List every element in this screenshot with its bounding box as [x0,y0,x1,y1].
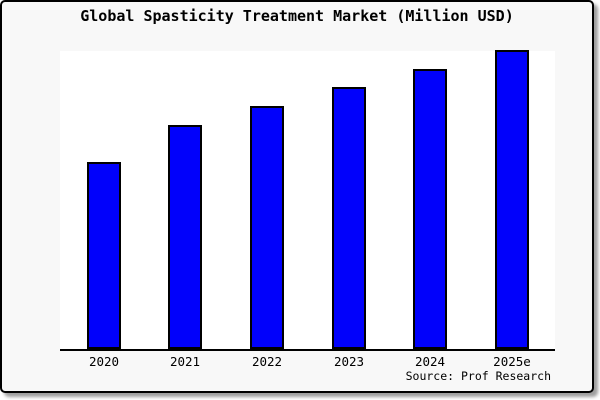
source-note: Source: Prof Research [405,369,551,383]
x-tick-label-2021: 2021 [169,354,201,369]
plot-area [60,50,555,351]
bar-2021 [168,125,202,349]
chart-title: Global Spasticity Treatment Market (Mill… [80,7,514,25]
bar-2023 [332,87,366,349]
x-tick-label-2022: 2022 [251,354,283,369]
bar-2024 [413,69,447,349]
x-tick-label-2023: 2023 [333,354,365,369]
x-tick-label-2025e: 2025e [493,354,531,369]
bar-2022 [250,106,284,349]
bar-2020 [87,162,121,349]
x-tick-label-2024: 2024 [414,354,446,369]
chart-frame: Global Spasticity Treatment Market (Mill… [0,0,594,393]
bar-2025e [495,50,529,349]
x-tick-label-2020: 2020 [88,354,120,369]
x-axis-labels: 2020 2021 2022 2023 2024 2025e [2,354,592,370]
